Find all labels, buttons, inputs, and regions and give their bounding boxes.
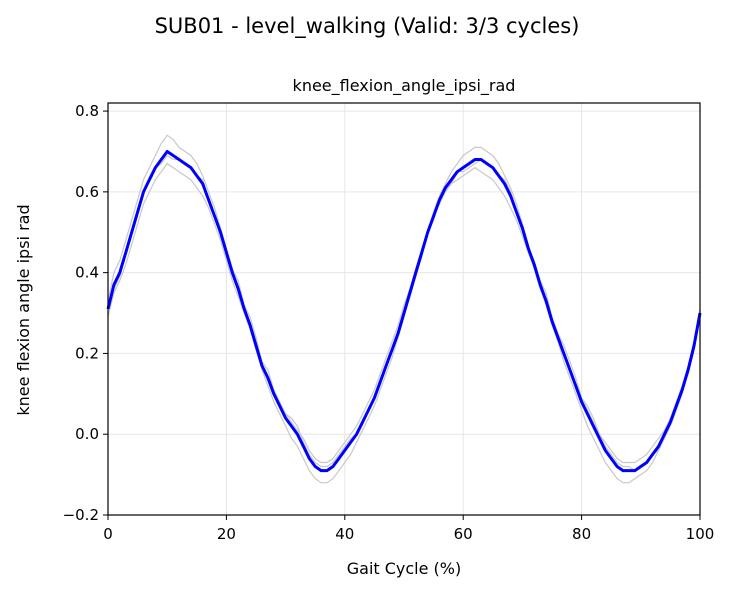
plot-area: 0 20 40 60 80 100 −0.2 0.0 0.2 0.4 0.6 0.8 <box>63 102 715 543</box>
y-tick-label: 0.0 <box>75 425 99 443</box>
figure-title: SUB01 - level_walking (Valid: 3/3 cycles… <box>155 14 580 39</box>
y-tick-label: −0.2 <box>63 506 99 524</box>
x-tick-label: 80 <box>572 525 591 543</box>
x-tick-label: 0 <box>103 525 113 543</box>
y-tick-label: 0.2 <box>75 344 99 362</box>
axes-frame <box>107 102 701 516</box>
mean-line <box>106 150 702 473</box>
x-axis-label: Gait Cycle (%) <box>347 559 462 578</box>
y-tick-label: 0.4 <box>75 264 99 282</box>
y-tick-label: 0.6 <box>75 183 99 201</box>
y-tick-label: 0.8 <box>75 102 99 120</box>
y-axis-label: knee flexion angle ipsi rad <box>14 204 33 415</box>
mean-line-group <box>106 150 702 473</box>
chart-title: knee_flexion_angle_ipsi_rad <box>293 76 516 96</box>
x-tick-label: 20 <box>217 525 236 543</box>
x-axis-ticks: 0 20 40 60 80 100 <box>103 515 714 543</box>
x-tick-label: 60 <box>454 525 473 543</box>
y-axis-ticks: −0.2 0.0 0.2 0.4 0.6 0.8 <box>63 102 108 524</box>
x-tick-label: 100 <box>686 525 715 543</box>
x-tick-label: 40 <box>335 525 354 543</box>
